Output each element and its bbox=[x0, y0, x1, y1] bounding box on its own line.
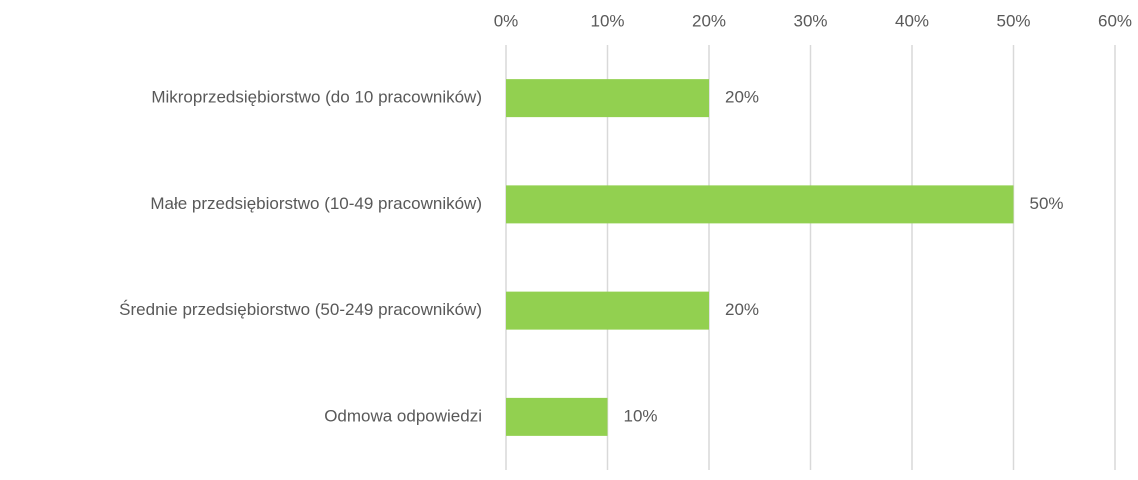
x-tick-label: 30% bbox=[793, 11, 827, 30]
y-tick-label: Średnie przedsiębiorstwo (50-249 pracown… bbox=[119, 300, 482, 319]
data-label: 50% bbox=[1030, 194, 1064, 213]
x-tick-label: 20% bbox=[692, 11, 726, 30]
x-tick-label: 60% bbox=[1098, 11, 1132, 30]
data-label: 20% bbox=[725, 88, 759, 107]
bar bbox=[506, 79, 709, 118]
x-tick-label: 0% bbox=[494, 11, 519, 30]
x-tick-label: 50% bbox=[996, 11, 1030, 30]
x-tick-label: 40% bbox=[895, 11, 929, 30]
bar bbox=[506, 397, 608, 436]
x-tick-label: 10% bbox=[590, 11, 624, 30]
y-tick-label: Mikroprzedsiębiorstwo (do 10 pracowników… bbox=[151, 88, 482, 107]
bar bbox=[506, 291, 709, 330]
y-tick-label: Małe przedsiębiorstwo (10-49 pracowników… bbox=[150, 194, 482, 213]
data-label: 20% bbox=[725, 300, 759, 319]
bar bbox=[506, 185, 1014, 224]
y-tick-label: Odmowa odpowiedzi bbox=[324, 406, 482, 425]
data-label: 10% bbox=[624, 406, 658, 425]
